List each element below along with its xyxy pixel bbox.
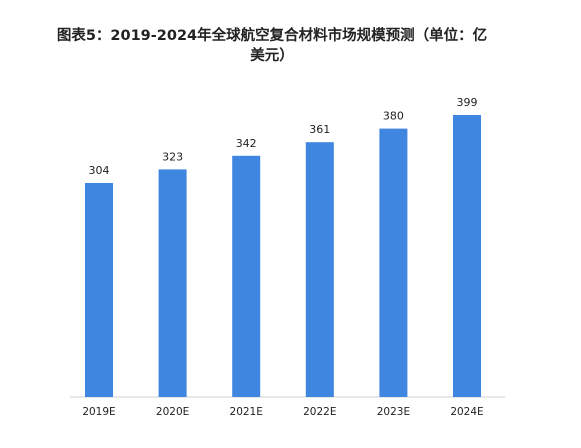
x-tick-label-2020E: 2020E [156, 406, 189, 418]
bar-2020E [158, 169, 187, 397]
x-tick-label-2021E: 2021E [230, 406, 263, 418]
bar-2019E [85, 183, 113, 397]
x-tick-label-2022E: 2022E [303, 406, 336, 418]
x-tick-label-2023E: 2023E [377, 406, 410, 418]
bars-group [85, 115, 481, 397]
chart-title: 图表5：2019-2024年全球航空复合材料市场规模预测（单位：亿美元） [56, 28, 488, 64]
x-tick-labels-group: 2019E 2020E 2021E 2022E 2023E 2024E [82, 406, 483, 418]
data-label-2024E: 399 [457, 96, 478, 109]
bar-2021E [232, 155, 261, 397]
x-tick-label-2024E: 2024E [450, 406, 483, 418]
x-tick-label-2019E: 2019E [82, 406, 115, 418]
data-labels-group: 304 323 342 361 380 399 [89, 96, 478, 177]
data-label-2019E: 304 [89, 164, 110, 177]
data-label-2021E: 342 [236, 137, 257, 150]
bar-2024E [453, 115, 481, 397]
bar-2023E [379, 128, 408, 397]
bar-2022E [305, 142, 334, 397]
data-label-2020E: 323 [162, 150, 183, 163]
data-label-2022E: 361 [309, 123, 330, 136]
data-label-2023E: 380 [383, 110, 404, 123]
